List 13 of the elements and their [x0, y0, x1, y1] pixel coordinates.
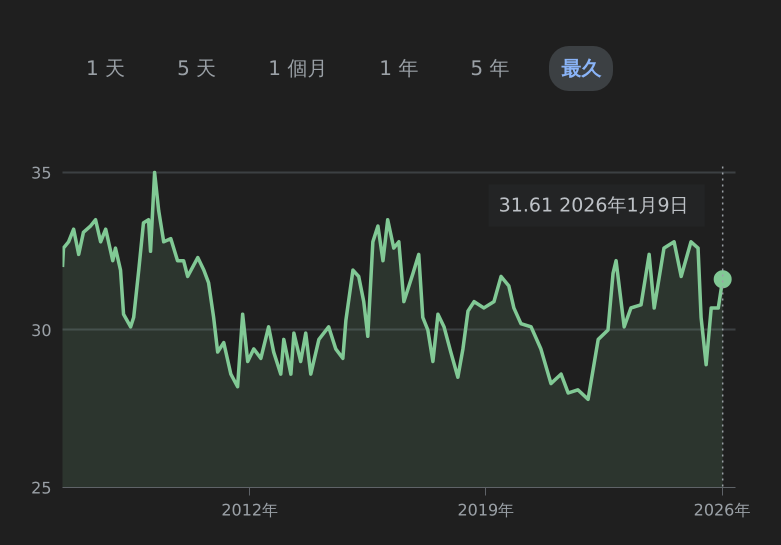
x-tick-label: 2012年 — [221, 500, 278, 520]
text: 1 個月 — [267, 55, 328, 82]
text: 5 天 — [176, 55, 218, 82]
text: 1 天 — [85, 55, 126, 82]
text: 5 年 — [469, 55, 510, 82]
text: 1 年 — [378, 55, 420, 82]
y-tick-label: 35 — [31, 163, 52, 182]
x-tick-label: 2026年 — [694, 500, 750, 520]
x-tick-label: 2019年 — [458, 500, 514, 520]
y-tick-label: 25 — [31, 478, 52, 498]
text: 最久 — [549, 46, 614, 91]
y-tick-label: 30 — [31, 320, 52, 340]
annotation: 31.61 2026年1月9日 — [498, 194, 689, 216]
